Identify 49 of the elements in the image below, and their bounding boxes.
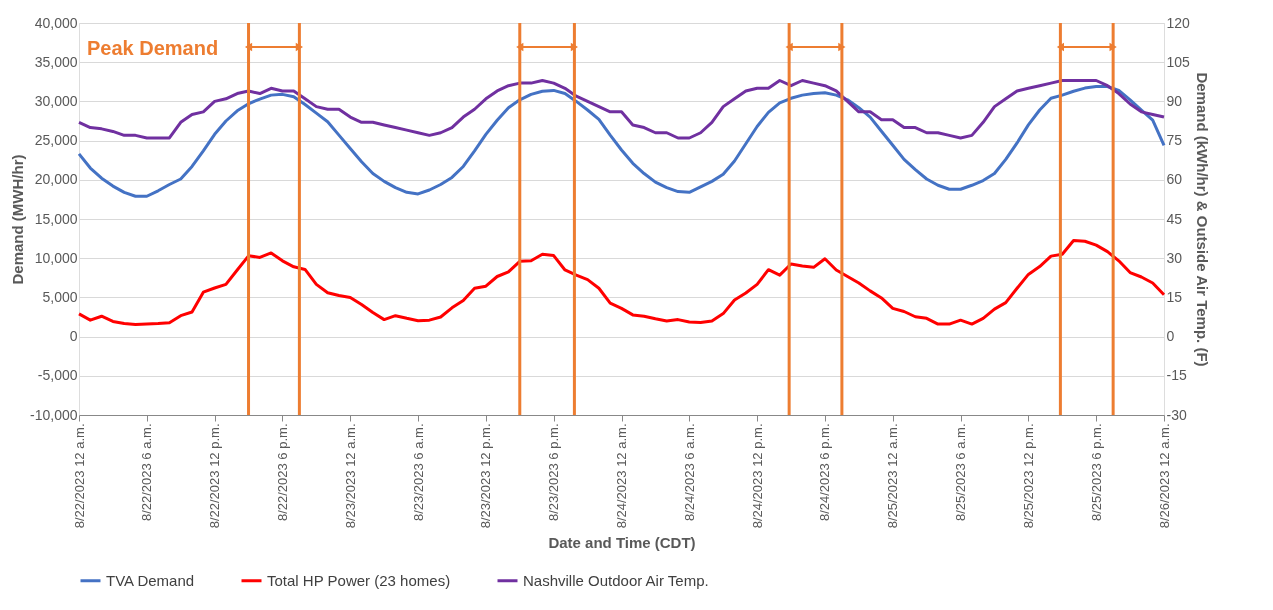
y2-tick-label: 30 [1166, 249, 1183, 266]
x-tick-label: 8/23/2023 6 a.m. [410, 423, 426, 522]
x-tick-label: 8/25/2023 6 p.m. [1088, 423, 1104, 522]
x-tick-label: 8/23/2023 12 p.m. [478, 423, 494, 529]
y2-tick-label: 75 [1166, 132, 1183, 149]
y-tick-label: 30,000 [34, 92, 78, 109]
line-series [77, 238, 1166, 327]
y2-tick-label: 120 [1166, 14, 1191, 31]
y-tick-label: -10,000 [30, 406, 78, 423]
y-tick-label: -5,000 [37, 367, 78, 384]
y2-tick-label: -15 [1166, 367, 1187, 384]
y-tick-label: 5,000 [42, 288, 78, 305]
y-tick-label: 0 [69, 328, 78, 345]
y-axis-title: Demand (MWH/hr) [9, 154, 27, 285]
x-tick-label: 8/22/2023 6 p.m. [274, 423, 290, 522]
x-tick-label: 8/24/2023 6 p.m. [817, 423, 833, 522]
legend-label: TVA Demand [106, 571, 195, 589]
y-tick-label: 35,000 [34, 53, 78, 70]
line-series [77, 78, 1166, 140]
y-tick-label: 40,000 [34, 14, 78, 31]
annotation: Peak Demand [87, 37, 219, 59]
y2-tick-label: 90 [1166, 92, 1183, 109]
y-tick-label: 10,000 [34, 249, 78, 266]
x-tick-label: 8/24/2023 12 a.m. [614, 423, 629, 529]
x-tick-label: 8/25/2023 12 p.m. [1020, 423, 1036, 529]
line-series [77, 85, 1166, 198]
x-tick-label: 8/26/2023 12 a.m. [1156, 423, 1172, 529]
y-tick-label: 15,000 [34, 210, 78, 227]
y-tick-label: 20,000 [34, 171, 78, 188]
y-tick-label: 25,000 [34, 132, 78, 149]
y2-tick-label: 0 [1166, 328, 1175, 345]
x-tick-label: 8/23/2023 6 p.m. [546, 423, 562, 522]
x-tick-label: 8/22/2023 12 a.m. [71, 423, 87, 529]
y2-tick-label: 60 [1166, 171, 1183, 188]
legend-label: Nashville Outdoor Air Temp. [523, 571, 709, 589]
y2-axis-title: Demand (kWh/hr) & Outside Air Temp. (F) [1193, 72, 1211, 367]
y2-tick-label: 105 [1166, 53, 1191, 70]
y2-tick-label: 45 [1166, 210, 1183, 227]
x-tick-label: 8/22/2023 12 p.m. [207, 423, 223, 529]
x-tick-label: 8/24/2023 12 p.m. [749, 423, 765, 529]
x-tick-label: 8/23/2023 12 a.m. [342, 423, 358, 529]
x-tick-label: 8/25/2023 12 a.m. [885, 423, 901, 529]
x-tick-label: 8/24/2023 6 a.m. [681, 423, 697, 522]
x-axis-title: Date and Time (CDT) [548, 534, 696, 552]
y2-tick-label: 15 [1166, 288, 1183, 305]
legend-label: Total HP Power (23 homes) [267, 571, 451, 589]
x-tick-label: 8/22/2023 6 a.m. [139, 423, 155, 522]
x-tick-label: 8/25/2023 6 a.m. [953, 423, 969, 522]
y2-tick-label: -30 [1166, 406, 1187, 423]
